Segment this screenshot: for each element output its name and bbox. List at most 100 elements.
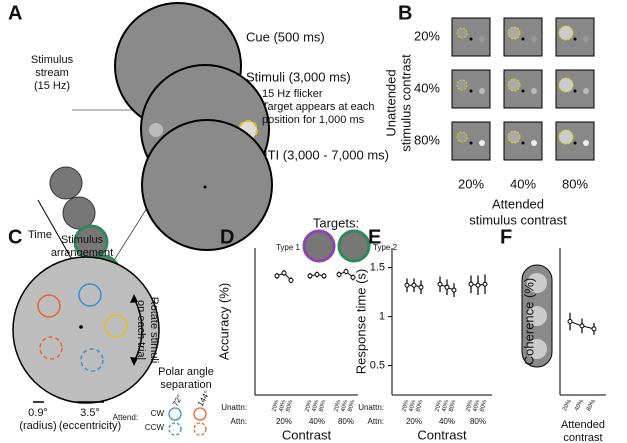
stimulus xyxy=(583,36,589,42)
x-tick-label: 80% xyxy=(416,399,425,413)
screen xyxy=(141,119,273,251)
label: Cue (500 ms) xyxy=(246,29,325,44)
x-tick-label: 20% xyxy=(466,399,475,413)
label: Target appears at each xyxy=(262,101,375,113)
stimulus xyxy=(558,25,574,41)
legend-swatch xyxy=(168,422,182,436)
row-label: Attn: xyxy=(231,417,247,426)
x-tick-label: 20% xyxy=(305,399,314,413)
stimulus xyxy=(558,129,574,145)
display xyxy=(451,69,491,109)
row-label: 20% xyxy=(414,28,440,43)
legend-swatch xyxy=(168,407,182,421)
label: Type 1 xyxy=(276,243,301,252)
x-tick-label: 20% xyxy=(562,398,574,412)
label: (15 Hz) xyxy=(34,80,70,92)
point xyxy=(321,273,327,279)
row-label: 40% xyxy=(414,80,440,95)
label: Attend: xyxy=(113,413,138,422)
fixation xyxy=(573,89,577,93)
stimulus xyxy=(479,88,485,94)
stimulus xyxy=(583,140,589,146)
y-tick-label: 1 xyxy=(379,311,385,323)
point xyxy=(418,284,424,290)
group-label: 20% xyxy=(406,417,422,426)
x-tick-label: 40% xyxy=(341,399,350,413)
point xyxy=(288,277,294,283)
label: (eccentricity) xyxy=(59,420,121,432)
panel-letter: E xyxy=(368,226,381,248)
col-label: 80% xyxy=(562,176,588,191)
location xyxy=(37,294,61,318)
stimulus xyxy=(527,273,547,293)
panel-letter: C xyxy=(8,226,22,248)
label: Stimulus xyxy=(31,54,74,66)
group-label: 40% xyxy=(439,417,455,426)
row-label: Unattn: xyxy=(358,403,384,412)
x-tick-label: 40% xyxy=(409,399,418,413)
y-axis-label: Accuracy (%) xyxy=(216,283,231,360)
label: 72° xyxy=(171,393,185,408)
group-label: 80% xyxy=(470,417,486,426)
x-tick-label: 40% xyxy=(312,399,321,413)
x-tick-label: 40% xyxy=(574,398,586,412)
stimulus xyxy=(49,166,83,200)
y-axis-label: Response time (s) xyxy=(353,269,368,374)
point xyxy=(468,281,474,287)
col-label: 40% xyxy=(510,176,536,191)
label: Polar angle xyxy=(158,366,214,378)
x-tick-label: 20% xyxy=(272,399,281,413)
fixation xyxy=(573,141,577,145)
label: Targets: xyxy=(313,215,359,230)
stimulus xyxy=(507,26,521,40)
label: stream xyxy=(35,67,69,79)
fixation xyxy=(469,141,473,145)
arrowhead xyxy=(130,294,138,303)
axis-label: stimulus contrast xyxy=(469,212,567,227)
point xyxy=(307,273,313,279)
panel-letter: B xyxy=(398,2,412,24)
rotate-arrow xyxy=(133,297,143,363)
stimulus xyxy=(507,78,521,92)
x-axis-label: Attended xyxy=(561,419,605,431)
col-label: 20% xyxy=(458,176,484,191)
x-tick-label: 80% xyxy=(348,399,357,413)
stimulus xyxy=(531,36,537,42)
stimulus xyxy=(531,88,537,94)
stimulus xyxy=(507,130,521,144)
row-label: Attn: xyxy=(368,417,384,426)
x-tick-label: 80% xyxy=(319,399,328,413)
location xyxy=(104,314,128,338)
fixation xyxy=(573,37,577,41)
x-axis-label: Contrast xyxy=(282,427,332,442)
group-label: 20% xyxy=(276,417,292,426)
label: (radius) xyxy=(19,420,56,432)
point xyxy=(451,287,457,293)
panel-letter: D xyxy=(220,226,234,248)
label: CCW xyxy=(145,423,165,432)
point xyxy=(336,271,342,277)
stimulus xyxy=(527,306,547,326)
condition-grid: 20% 40% 80% 20% 40% 80% xyxy=(414,17,595,191)
location xyxy=(80,348,104,372)
point xyxy=(314,271,320,277)
connector xyxy=(107,199,153,271)
y-tick-label: 0.5 xyxy=(370,360,385,372)
legend-swatch xyxy=(193,407,207,421)
x-tick-label: 20% xyxy=(402,399,411,413)
location xyxy=(39,336,63,360)
point xyxy=(591,326,597,332)
y-axis-label: Coherence (%) xyxy=(521,278,536,365)
panel-letter: F xyxy=(500,226,512,248)
point xyxy=(482,281,488,287)
x-tick-label: 40% xyxy=(442,399,451,413)
display xyxy=(451,121,491,161)
x-tick-label: 80% xyxy=(286,399,295,413)
label: Time xyxy=(28,229,52,241)
label: 144° xyxy=(196,389,212,408)
row-label: Unattn: xyxy=(221,403,247,412)
x-tick-label: 80% xyxy=(480,399,489,413)
target xyxy=(337,229,371,263)
point xyxy=(343,269,349,275)
axis-label: stimulus contrast xyxy=(398,54,413,152)
